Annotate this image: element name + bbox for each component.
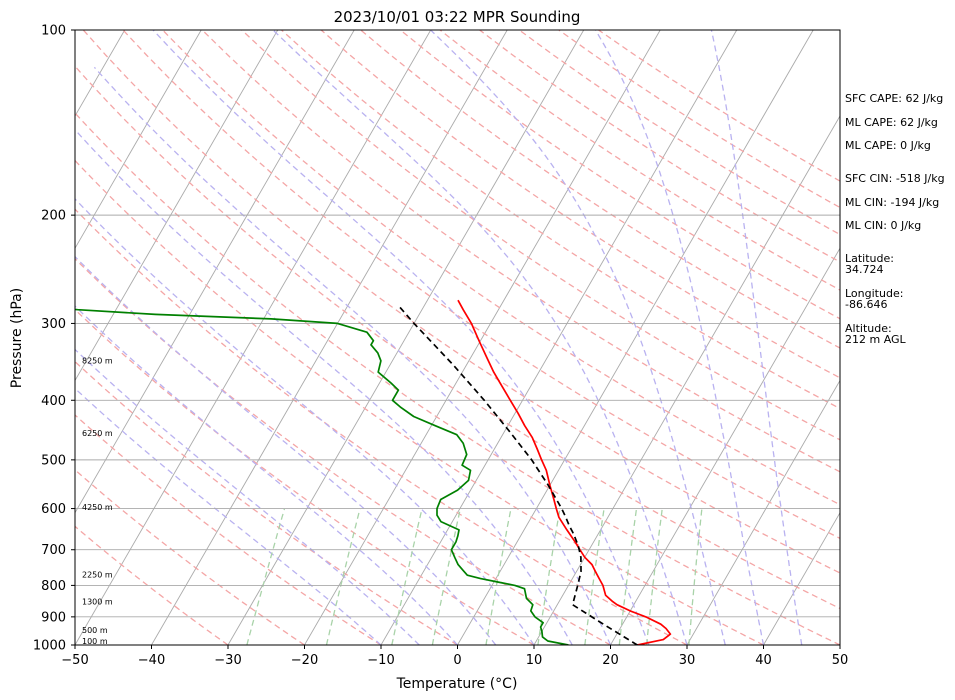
plot-frame [74,29,841,646]
y-axis-ticks: 100 200 300 400 500 600 700 800 900 1000 [33,24,75,654]
ml-cape-zero-text: ML CAPE: 0 J/kg [845,139,931,152]
pressure-gridlines [75,29,840,646]
isotherm-line [533,115,840,645]
x-axis-label: Temperature (°C) [396,676,518,692]
dry-adiabat-line [122,30,840,540]
isotherm-line [75,30,355,514]
isotherm-line [227,30,585,645]
altitude-label: Altitude: [845,322,892,335]
y-tick-label: 600 [41,502,66,517]
x-tick-label: 40 [755,653,772,668]
dry-adiabat-line [281,30,840,410]
dry-adiabat-line [75,360,458,645]
height-labels: 100 m 500 m 1300 m 2250 m 4250 m 6250 m 8250 m [82,357,113,646]
y-tick-label: 1000 [33,639,66,654]
sounding-annotations: SFC CAPE: 62 J/kg ML CAPE: 62 J/kg ML CA… [845,92,945,346]
height-label: 100 m [82,637,108,646]
dry-adiabat-line [75,257,611,645]
moist-adiabat-line [93,66,612,645]
moist-adiabat-line [75,128,573,645]
latitude-label: Latitude: [845,252,894,265]
dry-adiabat-line [75,308,535,645]
y-tick-label: 400 [41,394,66,409]
x-axis-ticks: −50 −40 −30 −20 −10 0 10 20 30 40 50 [61,645,848,668]
moist-adiabat-line [594,30,765,645]
isotherm-line [457,30,814,645]
height-label: 500 m [82,626,108,635]
dry-adiabat-line [75,208,688,645]
moist-adiabat-line [75,197,535,645]
latitude-value: 34.724 [845,263,884,276]
mixing-ratio-line [688,508,703,645]
x-tick-label: 30 [679,653,696,668]
y-tick-label: 100 [41,24,66,39]
y-tick-label: 500 [41,453,66,468]
x-tick-label: 10 [526,653,543,668]
moist-adiabat-line [430,30,726,645]
moist-adiabat-line [152,30,650,645]
dry-adiabat-line [241,30,840,441]
moist-adiabat-line [75,305,458,645]
isotherm-line [75,30,432,645]
dry-adiabat-line [360,30,840,349]
dry-adiabat-line [82,30,840,574]
x-tick-label: 50 [832,653,849,668]
height-label: 1300 m [82,597,113,606]
height-label: 4250 m [82,503,113,512]
isotherm-line [75,30,279,382]
moist-adiabat-line [75,255,497,645]
sfc-cin-text: SFC CIN: -518 J/kg [845,172,945,185]
x-tick-label: −30 [214,653,241,668]
isotherm-line [610,247,840,645]
y-tick-label: 700 [41,543,66,558]
dry-adiabat-line [399,30,840,320]
moist-adiabat-line [75,348,420,645]
dry-adiabat-line [75,159,764,645]
isotherm-line [380,30,738,645]
height-label: 6250 m [82,429,113,438]
series-layer [75,299,672,645]
y-tick-label: 900 [41,610,66,625]
dry-adiabat-line [75,469,305,645]
x-tick-label: −40 [138,653,165,668]
y-tick-label: 200 [41,209,66,224]
dewpoint-profile-line [75,308,569,645]
isotherm-line [763,511,840,645]
dry-adiabat-line [75,414,382,645]
ml-cape-text: ML CAPE: 62 J/kg [845,116,938,129]
parcel-profile-line [397,304,638,645]
dry-adiabat-line [75,112,840,645]
isotherm-line [686,379,840,645]
longitude-value: -86.646 [845,298,887,311]
sfc-cape-text: SFC CAPE: 62 J/kg [845,92,943,105]
moist-adiabat-line [272,30,688,645]
mixing-ratio-line [391,508,423,645]
altitude-value: 212 m AGL [845,333,907,346]
background-lines [75,30,840,645]
x-tick-label: 20 [602,653,619,668]
height-label: 2250 m [82,571,113,580]
temperature-profile-line [457,299,672,645]
y-axis-label: Pressure (hPa) [9,288,25,388]
ml-cin-text: ML CIN: -194 J/kg [845,196,939,209]
y-tick-label: 300 [41,317,66,332]
longitude-label: Longitude: [845,287,903,300]
x-tick-label: −20 [291,653,318,668]
x-tick-label: 0 [453,653,461,668]
mixing-ratio-line [325,508,361,645]
moist-adiabat-line [710,30,803,645]
x-tick-label: −10 [367,653,394,668]
isotherm-line [75,30,202,250]
dry-adiabat-line [75,525,229,645]
ml-cin-zero-text: ML CIN: 0 J/kg [845,219,921,232]
chart-title: 2023/10/01 03:22 MPR Sounding [334,8,581,26]
y-tick-label: 800 [41,579,66,594]
height-label: 8250 m [82,357,113,366]
isotherm-line [304,30,661,645]
x-tick-label: −50 [61,653,88,668]
dry-adiabat-line [75,65,840,610]
moist-adiabat-line [75,387,382,645]
dry-adiabat-line [201,30,840,473]
